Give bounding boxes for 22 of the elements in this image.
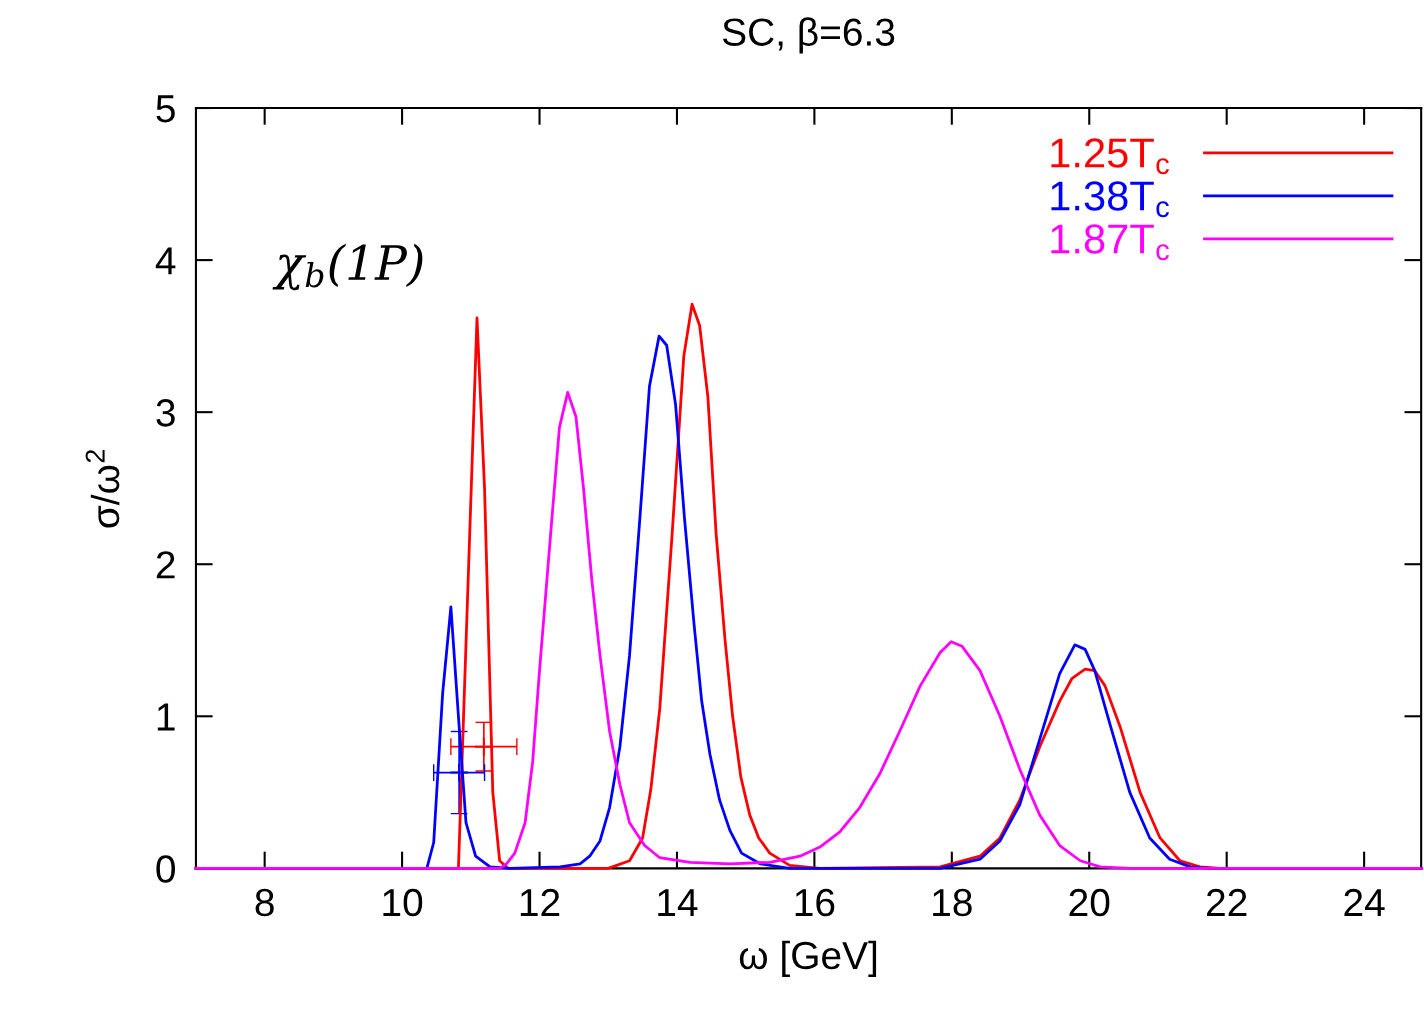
legend-label: 1.87T$_{c}$ [1051,224,1169,261]
y-tick-label: 4 [155,247,176,275]
y-tick-label: 3 [156,399,175,427]
y-tick-label: 1 [157,703,175,731]
x-tick-label: 24 [1344,888,1385,916]
y-tick-label: 2 [156,551,175,579]
x-tick-label: 18 [933,888,972,917]
legend-label: 1.38T$_{c}$ [1051,181,1169,218]
x-tick-label: 10 [383,888,423,917]
y-tick-label: 5 [156,95,175,123]
x-tick-label: 22 [1207,888,1247,916]
y-axis-title: σ/ω$^{2}$ [85,449,120,528]
x-tick-label: 12 [520,888,560,916]
legend-label: 1.25T$_{c}$ [1051,138,1169,175]
y-tick-label: 0 [156,855,175,883]
x-tick-label: 16 [795,888,835,917]
x-tick-label: 8 [255,888,274,917]
x-tick-label: 14 [658,889,698,916]
annotation: χ$_{b}$(1P) [272,243,423,291]
x-axis-title: ω [GeV] [739,940,877,977]
chart-title: SC, β=6.3 [722,17,895,54]
x-tick-label: 20 [1069,888,1110,917]
